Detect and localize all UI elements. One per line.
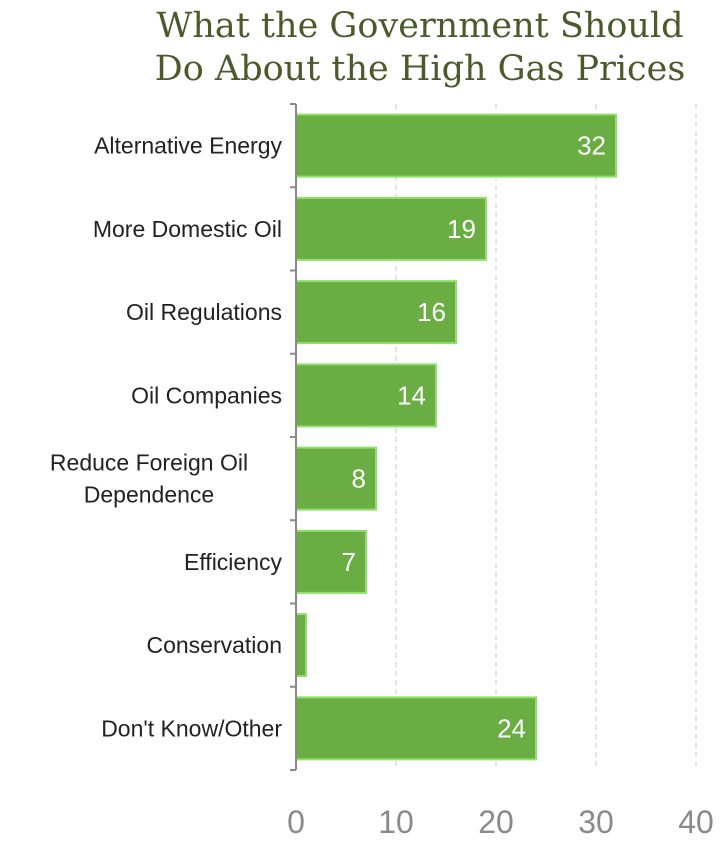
- bar-1: [295, 113, 617, 178]
- x-tick-label-40: 40: [678, 804, 714, 840]
- bar-7: [295, 613, 307, 678]
- x-tick-label-0: 0: [287, 804, 305, 840]
- category-label-3: Oil Regulations: [126, 299, 282, 325]
- data-label-5: 8: [352, 464, 366, 494]
- x-axis-tick-labels: 0 10 20 30 40: [287, 804, 714, 840]
- category-label-8: Don't Know/Other: [101, 715, 282, 741]
- category-label-6: Efficiency: [184, 549, 283, 575]
- y-axis: [290, 103, 297, 771]
- chart-title-line-1: What the Government Should: [156, 6, 683, 46]
- category-label-5-line-1: Reduce Foreign Oil: [50, 450, 248, 476]
- data-label-6: 7: [342, 547, 356, 577]
- bar-2: [295, 196, 487, 261]
- chart-title-line-2: Do About the High Gas Prices: [155, 49, 686, 89]
- category-label-4: Oil Companies: [131, 382, 282, 408]
- x-tick-label-20: 20: [478, 804, 514, 840]
- category-label-2: More Domestic Oil: [93, 216, 282, 242]
- bars: 32 19 16 14 8 7 24: [295, 113, 617, 761]
- category-label-7: Conservation: [146, 632, 282, 658]
- category-label-1: Alternative Energy: [94, 133, 282, 159]
- x-tick-label-30: 30: [578, 804, 614, 840]
- category-label-5-line-2: Dependence: [84, 482, 214, 508]
- data-label-8: 24: [497, 713, 526, 743]
- data-label-2: 19: [447, 214, 476, 244]
- bar-4: [295, 363, 437, 428]
- bar-5: [295, 446, 377, 511]
- data-label-4: 14: [397, 380, 426, 410]
- category-labels: Alternative Energy More Domestic Oil Oil R…: [50, 133, 283, 742]
- bar-8: [295, 696, 537, 761]
- x-tick-label-10: 10: [378, 804, 414, 840]
- data-label-1: 32: [577, 131, 606, 161]
- data-label-3: 16: [417, 297, 446, 327]
